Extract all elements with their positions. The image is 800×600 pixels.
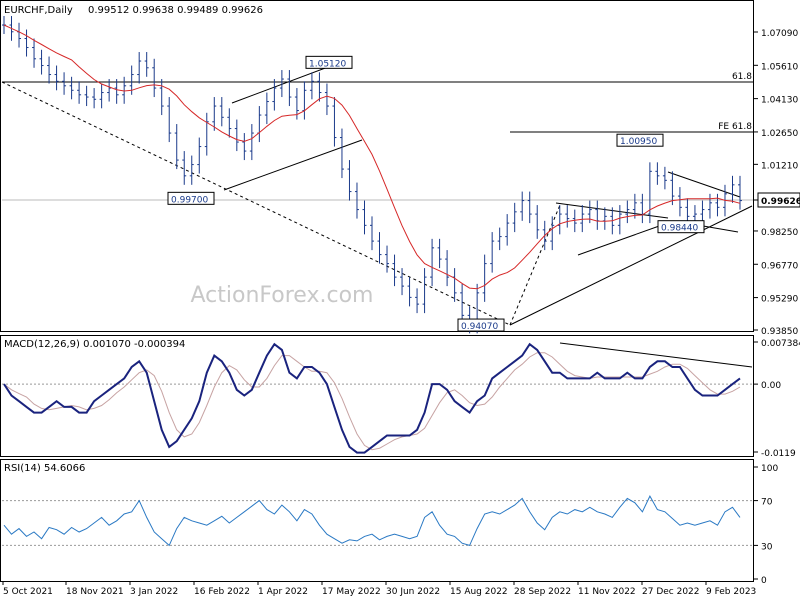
watermark: ActionForex.com <box>191 283 374 308</box>
macd-signal-line <box>3 352 741 451</box>
macd-tick-label: 0.007384 <box>761 339 800 349</box>
macd-panel <box>0 335 754 457</box>
price-tick-label: 1.05610 <box>761 62 798 72</box>
price-tick-label: 0.98250 <box>761 228 798 238</box>
price-tick-label: 1.02650 <box>761 129 798 139</box>
last-price-label: 0.99626 <box>761 197 800 207</box>
rsi-series <box>3 495 741 547</box>
recovery-dashed-trendline <box>509 204 561 326</box>
date-label: 1 Apr 2022 <box>258 587 308 597</box>
price-tick-label: 0.93850 <box>761 327 798 337</box>
price-label: 0.99700 <box>171 195 208 205</box>
price-label-box <box>305 55 353 69</box>
date-label: 11 Nov 2022 <box>578 587 636 597</box>
rising-support-line <box>509 205 753 326</box>
last-price-box <box>757 192 800 208</box>
rsi-line <box>3 495 741 547</box>
date-label: 3 Jan 2022 <box>130 587 178 597</box>
fib-61-8-label: 61.8 <box>732 72 752 82</box>
macd-main-line <box>3 342 741 454</box>
wedge-upper-line <box>667 171 741 198</box>
price-axis: 1.07090 1.05610 1.04130 1.02650 1.01210 0.996… <box>754 29 800 337</box>
price-tick-label: 0.96770 <box>761 261 798 271</box>
price-label-box <box>457 318 505 332</box>
long-term-dashed-trendline <box>1 81 511 326</box>
rsi-tick-label: 30 <box>761 542 773 552</box>
rsi-tick-label: 70 <box>761 498 773 508</box>
price-label: 0.98440 <box>661 224 698 234</box>
price-tick-label: 1.01210 <box>761 161 798 171</box>
price-label-box <box>657 220 705 234</box>
rsi-panel <box>0 459 754 582</box>
price-tick-label: 1.07090 <box>761 29 798 39</box>
date-label: 28 Sep 2022 <box>514 587 571 597</box>
date-label: 16 Feb 2022 <box>194 587 250 597</box>
price-label: 1.05120 <box>309 59 346 69</box>
macd-label: MACD(12,26,9) 0.001070 -0.000394 <box>4 339 185 350</box>
price-label: 0.94070 <box>461 322 498 332</box>
triangle-lower-line <box>577 224 663 256</box>
rsi-axis: 100 70 30 0 <box>2 464 778 586</box>
macd-tick-label: 0.00 <box>761 381 781 391</box>
date-label: 5 Oct 2021 <box>3 587 53 597</box>
rsi-tick-label: 100 <box>761 464 778 474</box>
price-series <box>2 16 742 334</box>
price-tick-label: 1.04130 <box>761 96 798 106</box>
date-label: 15 Aug 2022 <box>450 587 508 597</box>
ohlc-readout: 0.99512 0.99638 0.99489 0.99626 <box>88 5 263 16</box>
price-labels: 1.05120 0.99700 0.94070 1.00950 0.98440 <box>167 55 705 332</box>
date-label: 27 Dec 2022 <box>642 587 700 597</box>
rsi-label: RSI(14) 54.6066 <box>4 463 85 474</box>
macd-tick-label: -0.0119 <box>761 449 796 459</box>
macd-divergence-line <box>559 342 753 368</box>
date-label: 30 Jun 2022 <box>386 587 440 597</box>
price-label: 1.00950 <box>620 137 657 147</box>
date-label: 18 Nov 2021 <box>66 587 124 597</box>
moving-average-line <box>3 24 741 290</box>
price-tick-label: 0.95290 <box>761 295 798 305</box>
chart-title: EURCHF,Daily <box>4 5 73 16</box>
price-label-box <box>616 133 664 147</box>
macd-series <box>3 342 741 454</box>
date-label: 17 May 2022 <box>322 587 381 597</box>
rsi-tick-label: 0 <box>761 576 767 586</box>
date-axis: 5 Oct 2021 18 Nov 2021 3 Jan 2022 16 Feb 20… <box>2 581 756 597</box>
channel-lower-line <box>223 139 363 191</box>
date-label: 9 Feb 2023 <box>706 587 756 597</box>
fe-61-8-label: FE 61.8 <box>718 122 752 132</box>
price-label-box <box>167 191 215 205</box>
